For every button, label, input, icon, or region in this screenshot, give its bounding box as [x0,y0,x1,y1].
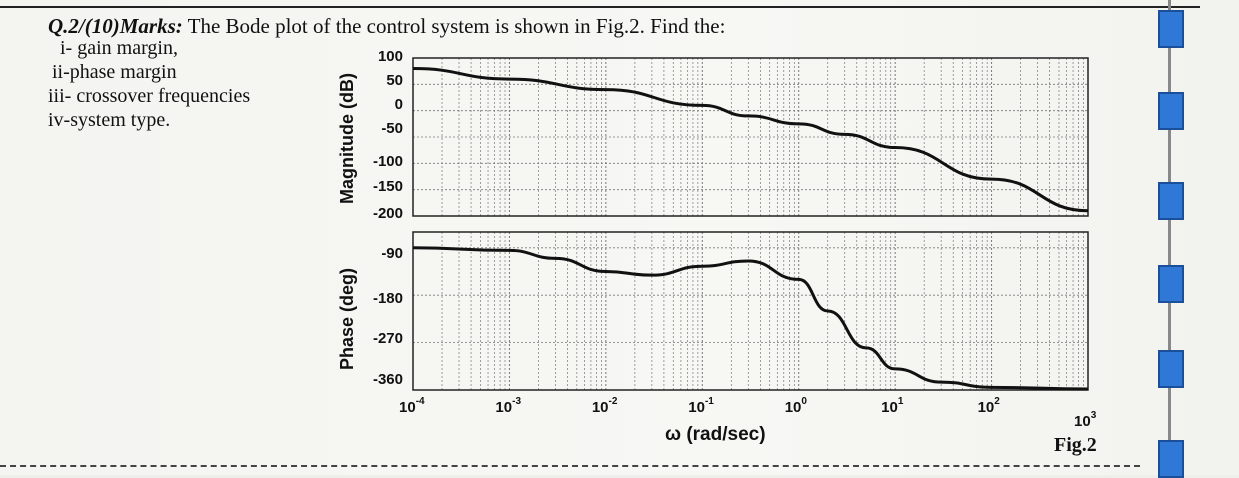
question-item-gain-margin: i- gain margin, [60,37,178,59]
binder-ring-icon [1158,350,1184,388]
magnitude-tick-label: -50 [381,120,403,137]
phase-tick-label: -180 [372,290,403,307]
magnitude-tick-label: 50 [386,72,403,89]
question-item-phase-margin: ii-phase margin [52,61,177,83]
phase-series-line [412,246,1089,391]
top-rule [0,6,1200,8]
question-item-system-type: iv-system type. [48,109,171,131]
phase-tick-label: -270 [372,330,403,347]
binder-ring-icon [1158,182,1184,220]
x-tick-label: 101 [881,396,904,416]
magnitude-tick-label: -200 [372,205,403,222]
x-axis-label: ω (rad/sec) [665,424,766,445]
x-tick-label: 10-2 [591,396,618,416]
phase-frame [412,231,1089,391]
binder-ring-icon [1158,440,1184,478]
x-tick-label: 103 [1074,410,1097,430]
x-tick-label: 10-4 [399,396,425,416]
bottom-divider [0,465,1140,467]
binder-ring-icon [1158,92,1184,130]
phase-tick-label: -360 [372,371,403,388]
x-tick-label: 100 [784,396,807,416]
magnitude-tick-label: 0 [394,96,403,113]
binder-rings [1150,0,1190,478]
magnitude-series-line [412,67,1089,213]
x-tick-label: 102 [977,396,1000,416]
magnitude-tick-label: 100 [377,48,403,65]
magnitude-frame [412,57,1089,217]
binder-ring-icon [1158,265,1184,303]
binder-ring-icon [1158,10,1184,48]
question-number: Q.2/(10)Marks: [48,14,183,38]
magnitude-grid [412,57,1088,217]
binder-wire [1168,0,1171,475]
figure-label: Fig.2 [1054,434,1097,456]
question-item-crossover: iii- crossover frequencies [48,85,251,107]
magnitude-tick-label: -150 [372,178,403,195]
question-items: i- gain margin, ii-phase margin iii- cro… [48,36,250,132]
x-tick-label: 10-3 [495,396,522,416]
question-text: The Bode plot of the control system is s… [182,14,726,38]
phase-grid [412,232,1088,391]
magnitude-tick-label: -100 [372,153,403,170]
x-tick-label: 10-1 [688,396,714,416]
phase-tick-label: -90 [381,245,403,262]
question-header: Q.2/(10)Marks: The Bode plot of the cont… [48,14,725,38]
